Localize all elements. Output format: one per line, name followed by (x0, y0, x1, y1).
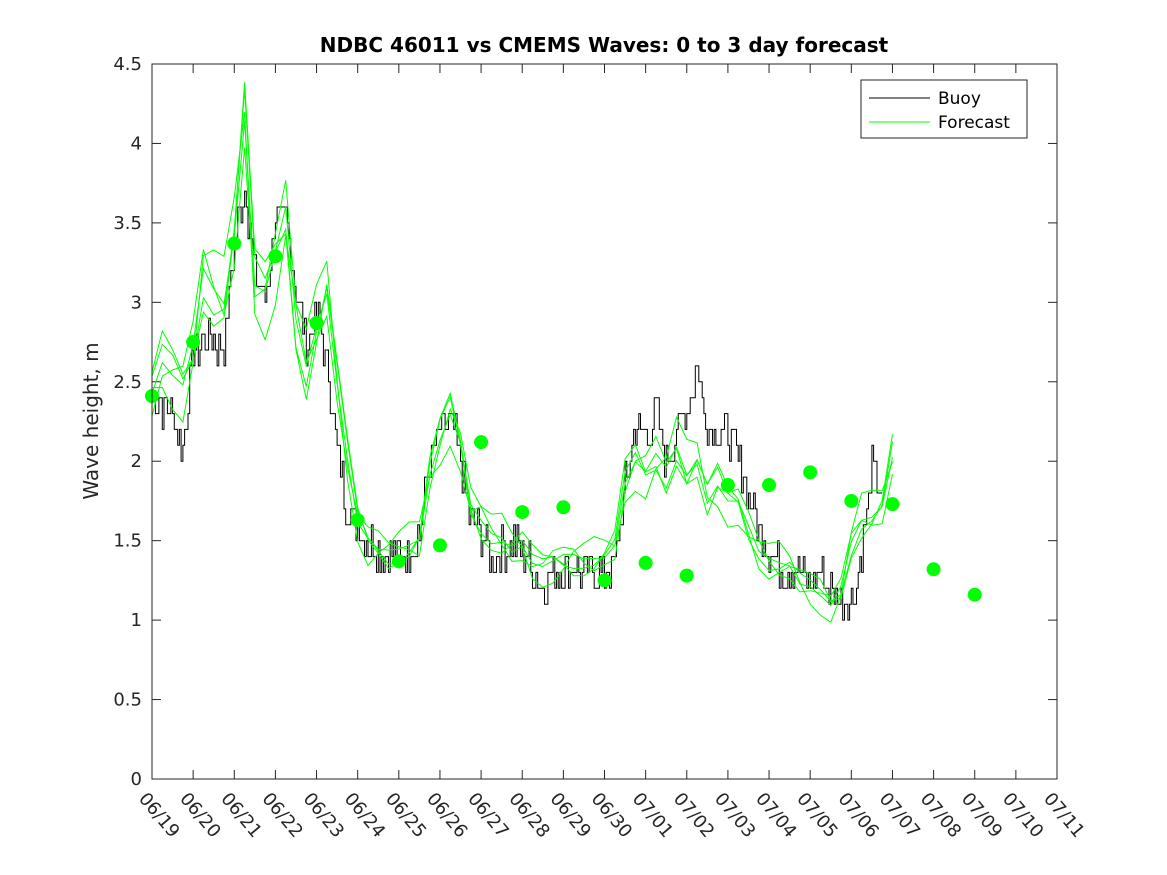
forecast-start-marker (679, 568, 694, 583)
forecast-start-marker (474, 435, 489, 450)
forecast-start-marker (391, 554, 406, 569)
y-tick-label: 2.5 (113, 372, 142, 393)
y-axis-label: Wave height, m (79, 342, 103, 499)
x-tick-label: 06/22 (258, 789, 307, 842)
x-tick-label: 07/07 (875, 789, 924, 842)
forecast-start-marker (803, 465, 818, 480)
x-tick-label: 06/26 (422, 789, 471, 842)
series-line-forecast-2 (151, 89, 893, 603)
x-tick-label: 06/21 (216, 789, 265, 842)
x-tick-label: 07/11 (1039, 789, 1088, 842)
forecast-start-marker (227, 236, 242, 251)
x-tick-label: 07/06 (833, 789, 882, 842)
x-tick-label: 06/19 (134, 789, 183, 842)
x-tick-label: 07/10 (998, 789, 1047, 842)
x-tick-label: 07/01 (628, 789, 677, 842)
x-tick-label: 07/08 (916, 789, 965, 842)
y-tick-label: 3.5 (113, 213, 142, 234)
forecast-start-marker (556, 500, 571, 515)
x-tick-label: 07/09 (957, 789, 1006, 842)
y-tick-label: 4 (131, 133, 142, 154)
legend-label-forecast: Forecast (938, 113, 1010, 133)
forecast-start-marker (926, 562, 941, 577)
x-tick-label: 07/02 (669, 789, 718, 842)
series-line-buoy (152, 190, 883, 621)
x-tick-label: 07/04 (751, 789, 800, 842)
forecast-start-marker (515, 505, 530, 520)
legend-box (860, 79, 1028, 139)
series-line-forecast-4 (151, 111, 893, 623)
forecast-start-marker (350, 513, 365, 528)
forecast-start-marker (844, 493, 859, 508)
series-line-forecast-3 (151, 147, 893, 597)
x-tick-label: 06/25 (381, 789, 430, 842)
forecast-start-marker (720, 478, 735, 493)
x-tick-label: 06/28 (504, 789, 553, 842)
forecast-start-marker (432, 538, 447, 553)
x-tick-label: 06/29 (546, 789, 595, 842)
y-tick-labels: 0 0.5 1 1.5 2 2.5 3 3.5 4 4.5 (113, 54, 142, 790)
forecast-start-marker (762, 478, 777, 493)
x-tick-label: 06/20 (175, 789, 224, 842)
x-tick-label: 06/27 (463, 789, 512, 842)
y-tick-label: 3 (131, 292, 142, 313)
forecast-start-marker (885, 497, 900, 512)
forecast-start-marker (638, 555, 653, 570)
y-tick-label: 2 (131, 451, 142, 472)
plot-area-frame (151, 63, 1058, 780)
y-tick-label: 0.5 (113, 690, 142, 711)
x-tick-label: 06/23 (299, 789, 348, 842)
forecast-start-marker (186, 335, 201, 350)
series-layer (151, 82, 893, 623)
y-tick-label: 1 (131, 610, 142, 631)
y-tick-label: 0 (131, 769, 142, 790)
series-line-forecast-5 (151, 82, 893, 602)
forecast-start-marker (597, 573, 612, 588)
chart-title: NDBC 46011 vs CMEMS Waves: 0 to 3 day fo… (320, 33, 889, 57)
x-tick-label: 06/24 (340, 789, 389, 842)
forecast-start-marker (967, 587, 982, 602)
forecast-start-marker (309, 315, 324, 330)
y-tick-label: 4.5 (113, 54, 142, 75)
legend: Buoy Forecast (860, 79, 1028, 139)
axis-ticks (151, 63, 1058, 780)
forecast-start-marker (268, 249, 283, 264)
x-tick-label: 07/05 (792, 789, 841, 842)
x-tick-label: 06/30 (587, 789, 636, 842)
x-tick-label: 07/03 (710, 789, 759, 842)
x-tick-labels: 06/1906/2006/2106/2206/2306/2406/2506/26… (134, 789, 1088, 842)
legend-label-buoy: Buoy (938, 89, 981, 109)
y-tick-label: 1.5 (113, 531, 142, 552)
